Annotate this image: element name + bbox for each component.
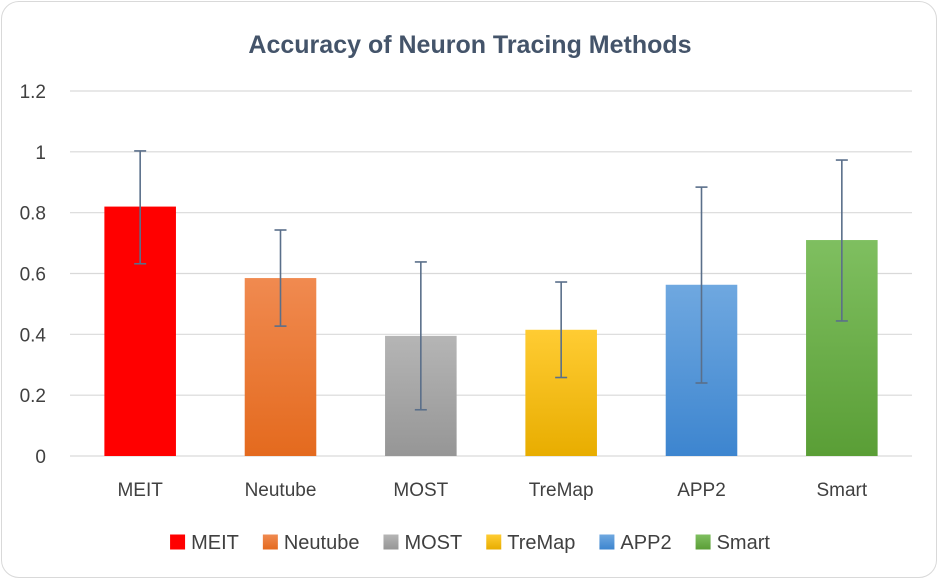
chart-title: Accuracy of Neuron Tracing Methods bbox=[248, 31, 691, 59]
legend-label: TreMap bbox=[507, 532, 575, 554]
legend-swatch bbox=[170, 534, 186, 550]
x-tick-label: TreMap bbox=[529, 480, 594, 501]
error-bar-app2 bbox=[695, 186, 708, 384]
legend-swatch bbox=[486, 534, 502, 550]
error-bar-most bbox=[414, 261, 427, 411]
x-tick-label: APP2 bbox=[677, 480, 726, 501]
bars bbox=[104, 206, 878, 456]
legend-swatch bbox=[695, 534, 711, 550]
x-tick-label: MEIT bbox=[117, 480, 163, 501]
x-tick-label: Smart bbox=[816, 480, 867, 501]
x-tick-label: Neutube bbox=[245, 480, 317, 501]
legend-swatch bbox=[262, 534, 278, 550]
y-tick-label: 0.2 bbox=[20, 386, 46, 407]
error-bar-neutube bbox=[274, 229, 287, 327]
legend-item-app2: APP2 bbox=[599, 532, 672, 554]
legend-item-most: MOST bbox=[383, 532, 462, 554]
legend-label: Neutube bbox=[284, 532, 360, 554]
y-tick-label: 0.8 bbox=[20, 204, 46, 225]
y-axis-ticks: 0 0.2 0.4 0.6 0.8 1 1.2 bbox=[20, 82, 47, 468]
legend-item-neutube: Neutube bbox=[262, 532, 360, 554]
gridlines bbox=[70, 90, 912, 457]
error-bar-smart bbox=[835, 159, 848, 322]
x-tick-label: MOST bbox=[393, 480, 448, 501]
y-tick-label: 0 bbox=[35, 447, 46, 468]
x-axis-ticks: MEIT Neutube MOST TreMap APP2 Smart bbox=[117, 480, 867, 501]
y-tick-label: 0.4 bbox=[20, 325, 47, 346]
error-bar-meit bbox=[134, 150, 147, 265]
legend-label: Smart bbox=[717, 532, 771, 554]
legend-label: MOST bbox=[404, 532, 462, 554]
legend-item-tremap: TreMap bbox=[486, 532, 575, 554]
y-tick-label: 1 bbox=[35, 143, 46, 164]
legend-label: APP2 bbox=[620, 532, 671, 554]
y-tick-label: 1.2 bbox=[20, 82, 46, 103]
error-bar-tremap bbox=[555, 281, 568, 379]
legend-swatch bbox=[599, 534, 615, 550]
legend-item-smart: Smart bbox=[695, 532, 771, 554]
y-tick-label: 0.6 bbox=[20, 265, 46, 286]
error-bars bbox=[134, 150, 848, 411]
legend: MEIT Neutube MOST TreMap APP2 Smart bbox=[170, 532, 770, 554]
legend-swatch bbox=[383, 534, 399, 550]
legend-label: MEIT bbox=[191, 532, 239, 554]
legend-item-meit: MEIT bbox=[170, 532, 239, 554]
